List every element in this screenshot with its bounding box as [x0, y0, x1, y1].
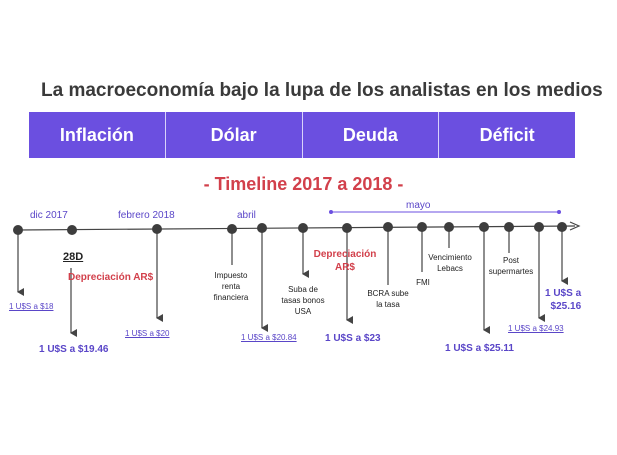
dot-bcra [383, 222, 393, 232]
event-depreciacion-2-line-1: Depreciación [313, 249, 377, 260]
timeline-subtitle: - Timeline 2017 a 2018 - [203, 174, 404, 194]
dot-28d [67, 225, 77, 235]
event-bcra: BCRA sube la tasa [367, 288, 408, 310]
mayo-bracket-start [329, 210, 333, 214]
event-suba-tasas: Suba de tasas bonos USA [281, 284, 324, 317]
dot-depreciacion2 [342, 223, 352, 233]
month-abril: abril [237, 210, 256, 221]
month-mayo: mayo [406, 200, 431, 211]
event-lebacs: Vencimiento Lebacs [428, 252, 472, 274]
event-impuesto-line-2: renta [221, 282, 241, 291]
event-post: Post supermartes [489, 255, 533, 277]
timeline-axis [17, 225, 576, 231]
event-bcra-line-1: BCRA sube [367, 289, 409, 298]
dot-v2516 [557, 222, 567, 232]
month-dic2017: dic 2017 [30, 210, 68, 221]
dot-v2493 [534, 222, 544, 232]
dot-v2511 [479, 222, 489, 232]
date-28d: 28D [63, 251, 84, 263]
event-suba-tasas-line-1: Suba de [288, 285, 318, 294]
timeline-arrowhead [569, 221, 581, 231]
value-20: 1 U$S a $20 [125, 329, 170, 338]
dot-feb2018 [152, 224, 162, 234]
dot-post [504, 222, 514, 232]
tab-inflacion[interactable]: Inflación [29, 112, 166, 158]
value-25-16-line-2: $25.16 [550, 301, 582, 312]
event-post-line-2: supermartes [488, 267, 534, 276]
event-depreciacion-2: Depreciación AR$ [314, 248, 377, 274]
event-lebacs-line-1: Vencimiento [428, 253, 472, 262]
tab-deuda[interactable]: Deuda [302, 112, 440, 158]
value-19-46: 1 U$S a $19.46 [39, 344, 109, 355]
event-depreciacion-1: Depreciación AR$ [68, 272, 154, 283]
value-24-93: 1 U$S a $24.93 [508, 324, 564, 333]
event-suba-tasas-line-3: USA [294, 307, 312, 316]
dot-impuesto [227, 224, 237, 234]
event-impuesto: Impuesto renta financiera [214, 270, 249, 303]
value-18: 1 U$S a $18 [9, 302, 54, 311]
value-25-11: 1 U$S a $25.11 [445, 343, 514, 354]
month-feb2018: febrero 2018 [118, 210, 175, 221]
dot-abril [257, 223, 267, 233]
dot-lebacs [444, 222, 454, 232]
dot-fmi [417, 222, 427, 232]
page-title: La macroeconomía bajo la lupa de los ana… [41, 80, 603, 101]
topic-tabs: Inflación Dólar Deuda Déficit [29, 112, 575, 158]
event-bcra-line-2: la tasa [376, 300, 400, 309]
event-depreciacion-2-line-2: AR$ [334, 262, 355, 273]
tab-deficit[interactable]: Déficit [439, 112, 575, 158]
event-fmi: FMI [416, 278, 430, 287]
value-25-16-line-1: 1 U$S a [545, 288, 582, 299]
value-25-16: 1 U$S a $25.16 [545, 287, 581, 313]
dot-dic2017 [13, 225, 23, 235]
event-suba-tasas-line-2: tasas bonos [281, 296, 325, 305]
event-lebacs-line-2: Lebacs [437, 264, 463, 273]
value-20-84: 1 U$S a $20.84 [241, 333, 297, 342]
value-23: 1 U$S a $23 [325, 333, 381, 344]
dot-suba-tasas [298, 223, 308, 233]
event-impuesto-line-3: financiera [213, 293, 249, 302]
event-post-line-1: Post [502, 256, 519, 265]
mayo-bracket-end [557, 210, 561, 214]
event-impuesto-line-1: Impuesto [214, 271, 248, 280]
tab-dolar[interactable]: Dólar [165, 112, 303, 158]
